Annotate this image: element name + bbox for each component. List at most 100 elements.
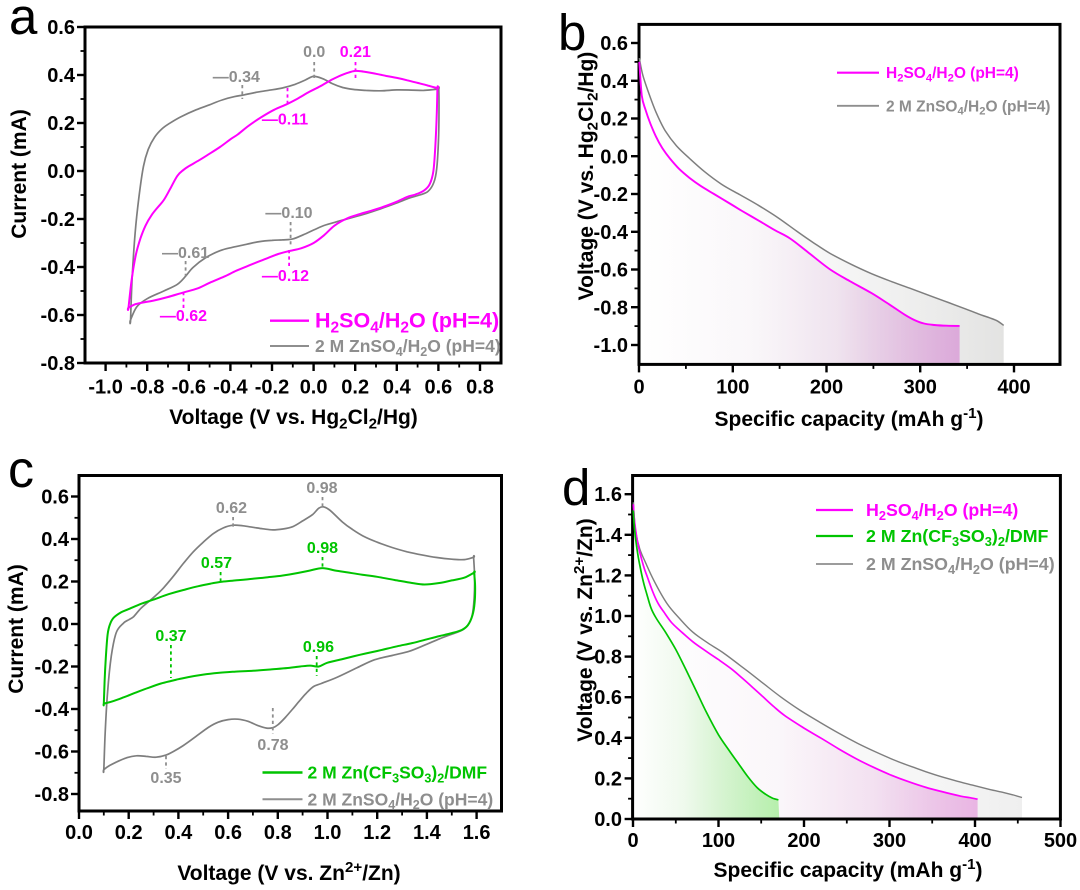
svg-text:1.0: 1.0 [594, 606, 622, 628]
svg-text:0: 0 [627, 830, 638, 852]
svg-text:1.2: 1.2 [594, 565, 622, 587]
svg-text:0.0: 0.0 [65, 822, 93, 844]
svg-text:0.4: 0.4 [41, 529, 70, 551]
svg-text:-0.8: -0.8 [594, 297, 628, 319]
svg-text:0.0: 0.0 [600, 146, 628, 168]
svg-text:0.96: 0.96 [303, 639, 334, 656]
svg-text:Voltage (V vs. Zn2+/Zn): Voltage (V vs. Zn2+/Zn) [177, 859, 400, 885]
svg-text:0.57: 0.57 [201, 555, 232, 572]
svg-text:H2SO4/H2O (pH=4): H2SO4/H2O (pH=4) [866, 500, 1018, 523]
svg-text:2 M ZnSO4/H2O (pH=4): 2 M ZnSO4/H2O (pH=4) [308, 789, 494, 812]
svg-text:0.0: 0.0 [300, 377, 328, 399]
svg-text:1.4: 1.4 [594, 525, 623, 547]
svg-text:Specific capacity (mAh g-1): Specific capacity (mAh g-1) [714, 856, 983, 882]
svg-text:1.4: 1.4 [413, 822, 442, 844]
svg-text:a: a [9, 0, 38, 45]
svg-text:—0.12: —0.12 [262, 268, 309, 285]
svg-text:0.4: 0.4 [164, 822, 193, 844]
svg-text:Specific capacity (mAh g-1): Specific capacity (mAh g-1) [715, 405, 984, 431]
svg-text:300: 300 [904, 377, 937, 399]
svg-text:-1.0: -1.0 [594, 335, 628, 357]
svg-text:-0.6: -0.6 [172, 377, 206, 399]
svg-text:2 M Zn(CF3SO3)2/DMF: 2 M Zn(CF3SO3)2/DMF [308, 763, 488, 786]
svg-text:2 M ZnSO4/H2O (pH=4): 2 M ZnSO4/H2O (pH=4) [866, 554, 1055, 577]
svg-text:H2SO4/H2O (pH=4): H2SO4/H2O (pH=4) [886, 65, 1019, 84]
svg-text:0.2: 0.2 [47, 113, 75, 135]
svg-text:-0.2: -0.2 [594, 184, 628, 206]
svg-text:200: 200 [810, 377, 843, 399]
svg-text:-0.4: -0.4 [41, 257, 76, 279]
svg-text:-0.6: -0.6 [35, 742, 69, 764]
svg-text:Current (mA): Current (mA) [8, 109, 31, 239]
svg-text:-0.8: -0.8 [41, 353, 75, 375]
svg-text:c: c [8, 441, 34, 499]
svg-text:0.2: 0.2 [600, 109, 628, 131]
svg-text:0.98: 0.98 [307, 540, 338, 557]
svg-text:0.6: 0.6 [214, 822, 242, 844]
svg-text:1.0: 1.0 [314, 822, 342, 844]
svg-text:—0.34: —0.34 [213, 69, 260, 86]
svg-text:—0.62: —0.62 [160, 308, 207, 325]
svg-text:-0.2: -0.2 [255, 377, 289, 399]
svg-text:H2SO4/H2O (pH=4): H2SO4/H2O (pH=4) [315, 309, 499, 337]
svg-text:400: 400 [997, 377, 1030, 399]
svg-text:b: b [558, 4, 586, 61]
svg-text:0.4: 0.4 [47, 65, 76, 87]
svg-text:100: 100 [702, 830, 735, 852]
svg-text:100: 100 [716, 377, 749, 399]
svg-text:d: d [562, 459, 590, 516]
svg-text:-0.2: -0.2 [35, 657, 69, 679]
svg-text:-0.4: -0.4 [35, 699, 70, 721]
svg-text:Voltage (V vs. Hg2Cl2/Hg): Voltage (V vs. Hg2Cl2/Hg) [575, 52, 602, 301]
svg-text:0.2: 0.2 [41, 572, 69, 594]
svg-text:—0.61: —0.61 [162, 245, 209, 262]
svg-text:0.2: 0.2 [594, 768, 622, 790]
svg-text:0.6: 0.6 [424, 377, 452, 399]
svg-text:-0.2: -0.2 [41, 209, 75, 231]
svg-text:0.0: 0.0 [41, 614, 69, 636]
svg-text:-0.8: -0.8 [130, 377, 164, 399]
svg-text:0.62: 0.62 [216, 500, 247, 517]
svg-text:0.8: 0.8 [264, 822, 292, 844]
svg-text:300: 300 [873, 830, 906, 852]
svg-text:0.2: 0.2 [341, 377, 369, 399]
svg-text:0.4: 0.4 [600, 71, 629, 93]
svg-text:0.0: 0.0 [47, 161, 75, 183]
svg-text:-0.4: -0.4 [594, 222, 629, 244]
svg-text:-1.0: -1.0 [88, 377, 122, 399]
svg-text:0.6: 0.6 [41, 487, 69, 509]
svg-text:200: 200 [787, 830, 820, 852]
svg-text:-0.6: -0.6 [594, 260, 628, 282]
svg-text:0.6: 0.6 [594, 687, 622, 709]
svg-text:1.6: 1.6 [594, 484, 622, 506]
svg-text:—0.11: —0.11 [262, 112, 308, 129]
svg-text:400: 400 [958, 830, 991, 852]
svg-text:-0.6: -0.6 [41, 305, 75, 327]
svg-text:2 M Zn(CF3SO3)2/DMF: 2 M Zn(CF3SO3)2/DMF [866, 526, 1049, 549]
svg-text:500: 500 [1044, 830, 1077, 852]
svg-text:0.8: 0.8 [594, 647, 622, 669]
svg-text:0.98: 0.98 [306, 480, 337, 497]
svg-text:0.6: 0.6 [600, 33, 628, 55]
svg-text:0.4: 0.4 [383, 377, 412, 399]
svg-text:0.21: 0.21 [340, 44, 371, 61]
svg-text:-0.4: -0.4 [213, 377, 248, 399]
svg-text:0.78: 0.78 [257, 737, 288, 754]
svg-text:0.0: 0.0 [594, 809, 622, 831]
svg-text:0: 0 [633, 377, 644, 399]
svg-text:2 M ZnSO4/H2O (pH=4): 2 M ZnSO4/H2O (pH=4) [315, 336, 501, 359]
svg-text:—0.10: —0.10 [265, 205, 312, 222]
svg-text:Current (mA): Current (mA) [5, 564, 28, 694]
svg-text:Voltage (V vs. Zn2+/Zn): Voltage (V vs. Zn2+/Zn) [571, 518, 597, 741]
svg-text:-0.8: -0.8 [35, 784, 69, 806]
svg-text:0.37: 0.37 [155, 628, 186, 645]
svg-text:1.2: 1.2 [363, 822, 391, 844]
svg-text:2 M ZnSO4/H2O (pH=4): 2 M ZnSO4/H2O (pH=4) [886, 98, 1050, 117]
svg-text:1.6: 1.6 [463, 822, 491, 844]
svg-text:0.2: 0.2 [115, 822, 143, 844]
svg-text:0.4: 0.4 [594, 728, 623, 750]
svg-text:0.35: 0.35 [150, 770, 181, 787]
svg-text:0.6: 0.6 [47, 17, 75, 39]
svg-text:Voltage (V vs. Hg2Cl2/Hg): Voltage (V vs. Hg2Cl2/Hg) [169, 406, 418, 433]
svg-text:0.0: 0.0 [303, 44, 325, 61]
